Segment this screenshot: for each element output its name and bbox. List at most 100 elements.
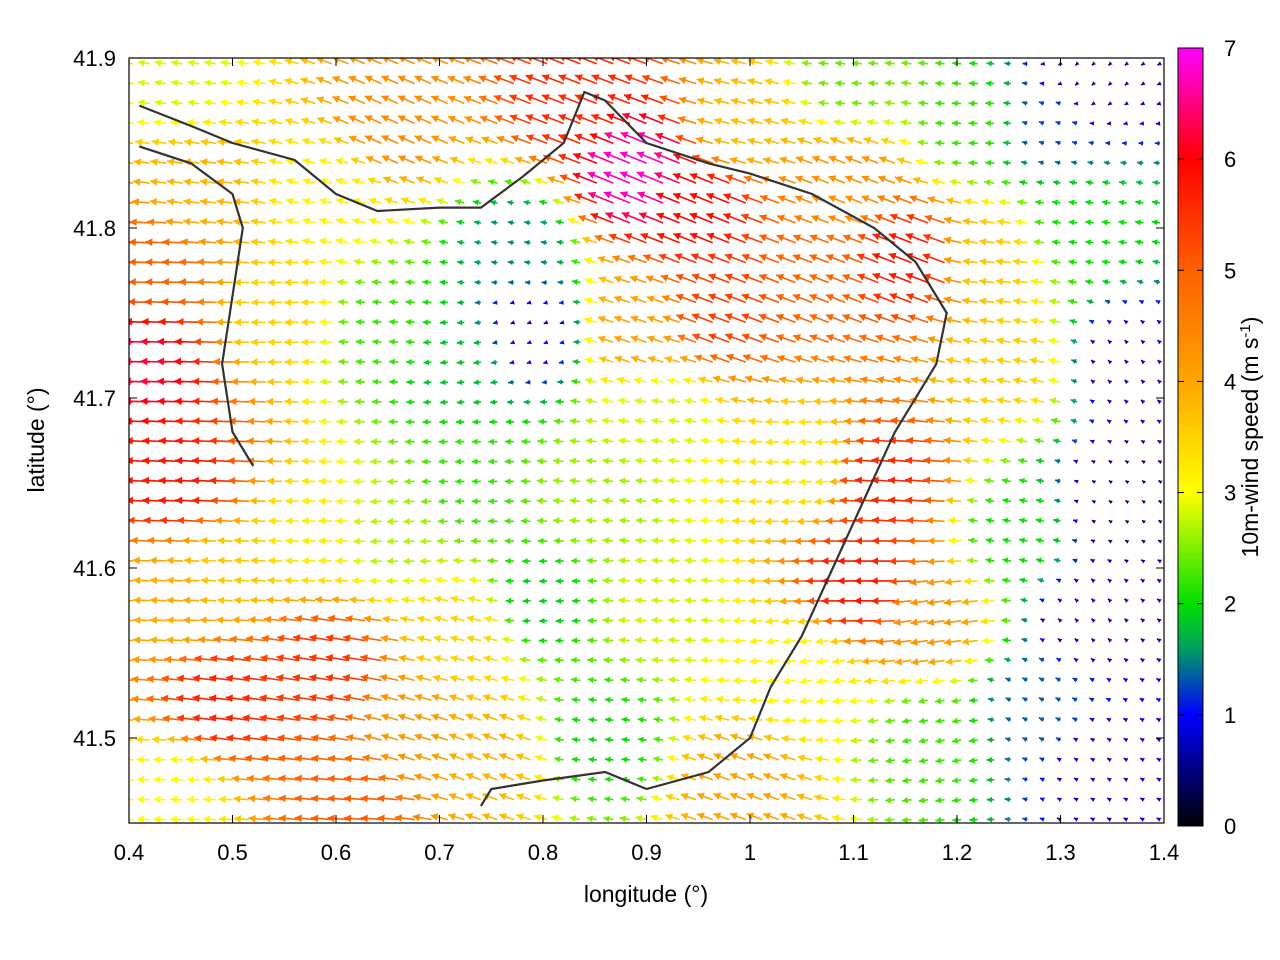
wind-arrow bbox=[1139, 657, 1146, 663]
wind-arrow bbox=[634, 596, 647, 605]
wind-arrow bbox=[713, 812, 730, 821]
wind-arrow bbox=[1140, 319, 1146, 325]
wind-arrow bbox=[571, 378, 581, 385]
wind-arrow bbox=[601, 397, 614, 405]
wind-arrow bbox=[136, 118, 150, 127]
wind-arrow bbox=[893, 638, 912, 646]
wind-arrow bbox=[137, 59, 150, 67]
wind-arrow bbox=[964, 657, 978, 665]
wind-arrow bbox=[1124, 439, 1129, 445]
wind-arrow bbox=[541, 94, 564, 105]
wind-arrow bbox=[618, 517, 631, 525]
wind-arrow bbox=[500, 157, 515, 165]
wind-arrow bbox=[604, 736, 614, 743]
wind-arrow bbox=[438, 498, 448, 505]
wind-arrow bbox=[187, 99, 200, 107]
wind-arrow bbox=[636, 151, 664, 164]
wind-arrow bbox=[569, 437, 581, 445]
wind-arrow bbox=[1156, 339, 1162, 345]
wind-arrow bbox=[1091, 459, 1096, 465]
wind-arrow bbox=[864, 677, 879, 685]
wind-arrow bbox=[186, 815, 200, 823]
wind-arrow bbox=[825, 254, 846, 264]
wind-arrow bbox=[924, 214, 945, 224]
wind-arrow bbox=[943, 236, 962, 245]
wind-arrow bbox=[979, 297, 995, 306]
wind-arrow bbox=[217, 536, 233, 545]
wind-arrow bbox=[598, 276, 614, 284]
wind-arrow bbox=[571, 258, 581, 266]
wind-arrow bbox=[151, 735, 167, 744]
wind-arrow bbox=[572, 358, 581, 365]
wind-arrow bbox=[935, 100, 945, 107]
wind-arrow bbox=[713, 137, 730, 145]
wind-arrow bbox=[868, 60, 879, 67]
wind-arrow bbox=[706, 232, 730, 244]
wind-arrow bbox=[574, 133, 598, 145]
wind-arrow bbox=[178, 278, 200, 286]
wind-arrow bbox=[524, 259, 531, 266]
wind-arrow bbox=[1021, 716, 1028, 723]
wind-arrow bbox=[868, 80, 879, 87]
wind-arrow bbox=[638, 112, 664, 125]
wind-arrow bbox=[430, 733, 449, 741]
wind-arrow bbox=[1140, 419, 1146, 425]
wind-arrow bbox=[1035, 497, 1045, 504]
y-tick-label: 41.6 bbox=[73, 556, 116, 581]
wind-arrow bbox=[732, 637, 746, 645]
wind-arrow bbox=[1051, 219, 1061, 226]
wind-arrow bbox=[1057, 81, 1063, 86]
wind-arrow bbox=[779, 597, 796, 606]
wind-arrow bbox=[658, 253, 680, 264]
wind-arrow bbox=[1157, 379, 1162, 385]
wind-arrow bbox=[844, 215, 863, 224]
wind-arrow bbox=[1125, 499, 1130, 505]
wind-arrow bbox=[605, 212, 631, 224]
wind-arrow bbox=[556, 239, 564, 246]
wind-arrow bbox=[1156, 319, 1162, 325]
wind-arrow bbox=[129, 599, 134, 602]
wind-arrow bbox=[252, 78, 266, 87]
wind-arrow bbox=[537, 656, 548, 664]
wind-arrow bbox=[554, 736, 564, 743]
wind-arrow bbox=[153, 775, 167, 784]
wind-arrow bbox=[199, 158, 217, 166]
wind-arrow bbox=[713, 117, 730, 126]
wind-arrow bbox=[301, 397, 316, 406]
wind-arrow bbox=[1048, 298, 1061, 306]
wind-arrow bbox=[553, 676, 564, 684]
wind-arrow bbox=[813, 813, 829, 822]
wind-arrow bbox=[1021, 757, 1028, 763]
wind-arrow bbox=[406, 398, 415, 406]
wind-arrow bbox=[729, 772, 747, 781]
wind-arrow bbox=[1038, 677, 1045, 683]
wind-arrow bbox=[242, 734, 266, 742]
wind-arrow bbox=[423, 379, 432, 386]
wind-arrow bbox=[1156, 578, 1162, 584]
wind-arrow bbox=[318, 137, 333, 145]
wind-arrow bbox=[569, 497, 581, 505]
wind-arrow bbox=[995, 297, 1011, 306]
wind-arrow bbox=[910, 638, 929, 646]
wind-arrow bbox=[758, 234, 780, 244]
wind-arrow bbox=[301, 556, 316, 565]
wind-arrow bbox=[226, 654, 250, 663]
wind-arrow bbox=[1140, 379, 1146, 385]
wind-arrow bbox=[398, 654, 415, 663]
wind-arrow bbox=[1034, 199, 1045, 206]
wind-arrow bbox=[431, 693, 449, 702]
wind-arrow bbox=[1091, 519, 1096, 524]
wind-arrow bbox=[210, 654, 233, 663]
wind-arrow bbox=[1073, 578, 1079, 584]
wind-arrow bbox=[884, 717, 896, 725]
wind-arrow bbox=[1090, 359, 1096, 365]
wind-arrow bbox=[370, 557, 382, 565]
wind-arrow bbox=[825, 334, 846, 343]
wind-arrow bbox=[194, 734, 217, 743]
wind-arrow bbox=[131, 198, 150, 206]
wind-arrow bbox=[951, 737, 962, 744]
wind-arrow bbox=[335, 557, 349, 565]
wind-arrow bbox=[216, 178, 233, 186]
wind-arrow bbox=[1012, 257, 1028, 266]
wind-arrow bbox=[1068, 199, 1078, 206]
